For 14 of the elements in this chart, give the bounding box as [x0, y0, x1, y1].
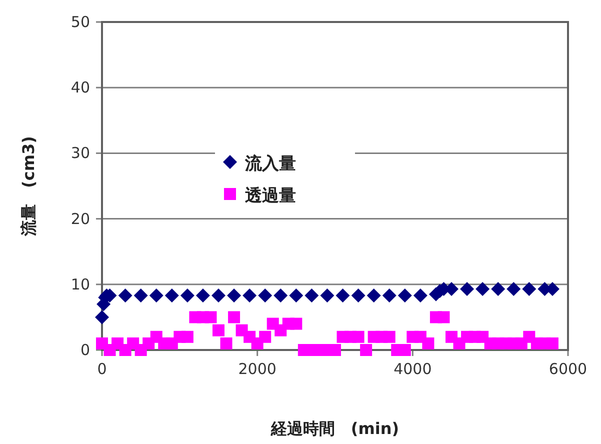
y-tick-label: 10 — [70, 275, 90, 294]
y-tick-label: 0 — [80, 341, 90, 359]
y-tick-label: 20 — [70, 210, 90, 228]
y-tick-label: 40 — [70, 78, 90, 97]
x-tick-label: 0 — [97, 360, 107, 378]
legend-label: 流入量 — [244, 154, 296, 174]
x-tick-label: 2000 — [238, 360, 276, 378]
y-axis-title: 流量 (cm3) — [19, 136, 38, 237]
legend-label: 透過量 — [244, 186, 296, 206]
y-tick-label: 30 — [70, 144, 90, 162]
y-tick-label: 50 — [70, 13, 90, 31]
x-tick-label: 6000 — [548, 360, 588, 378]
x-tick-label: 4000 — [394, 360, 432, 378]
x-axis-title: 経過時間 (min) — [270, 419, 400, 438]
